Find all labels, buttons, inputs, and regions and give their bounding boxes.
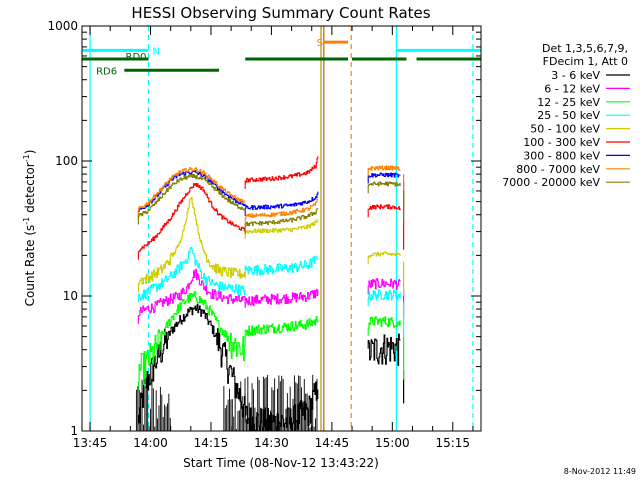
legend-label: 300 - 800 keV	[523, 149, 600, 162]
y-tick-label: 10	[63, 289, 78, 303]
legend-label: 3 - 6 keV	[551, 69, 600, 82]
x-tick-label: 14:00	[133, 436, 168, 450]
legend-label: 800 - 7000 keV	[516, 163, 600, 176]
plot-inner	[89, 26, 474, 431]
plot-area: N S RD0 RD6 13:45 14:00 14:15 14:30 14:45 15:00 15…	[47, 19, 482, 450]
state-label-s: S	[317, 38, 323, 49]
timestamp-label: 8-Nov-2012 11:49	[564, 467, 636, 476]
series-25-50-kev	[137, 246, 405, 337]
series-line-segment	[244, 288, 319, 308]
series-line-segment	[137, 246, 246, 303]
x-tick-label: 14:45	[315, 436, 350, 450]
series-line-segment	[244, 255, 319, 276]
state-label-rd0: RD0	[126, 52, 147, 63]
legend-header-line-2: FDecim 1, Att 0	[543, 55, 628, 68]
legend-label: 50 - 100 keV	[530, 123, 600, 136]
series-line-segment	[137, 182, 246, 260]
series-line-segment	[244, 218, 318, 239]
x-axis-label: Start Time (08-Nov-12 13:43:22)	[183, 456, 379, 470]
series-50-100-kev	[137, 196, 405, 296]
y-tick-label: 1	[70, 424, 78, 438]
x-tick-label: 14:15	[194, 436, 229, 450]
series-line-segment	[367, 316, 401, 337]
series-12-25-kev	[137, 290, 405, 391]
series-line-segment	[137, 167, 246, 217]
legend: Det 1,3,5,6,7,9, FDecim 1, Att 0 3 - 6 k…	[502, 42, 630, 189]
series-line-segment	[244, 191, 319, 216]
series-line-segment	[367, 165, 401, 177]
series-line-segment	[137, 174, 246, 225]
y-tick-label: 1000	[47, 19, 78, 33]
series-line-segment	[367, 333, 401, 366]
series-line-segment	[137, 290, 246, 391]
series-line-segment	[367, 289, 401, 307]
legend-label: 6 - 12 keV	[544, 82, 600, 95]
series-line-segment	[367, 172, 401, 184]
y-tick-label: 100	[55, 154, 78, 168]
series-line-segment	[137, 303, 246, 424]
legend-label: 25 - 50 keV	[537, 109, 600, 122]
legend-label: 7000 - 20000 keV	[502, 176, 600, 189]
legend-label: 12 - 25 keV	[537, 96, 600, 109]
series-line-segment	[367, 204, 401, 218]
series-7000-20000-kev	[137, 174, 405, 234]
series-line-segment	[137, 268, 246, 324]
low-count-noise	[135, 374, 318, 431]
y-axis-label: Count Rate (s-1 detector-1)	[22, 150, 37, 307]
plot-frame	[81, 25, 482, 432]
series-800-7000-kev	[137, 165, 405, 227]
series-line-segment	[244, 199, 319, 227]
series-line-segment	[137, 196, 246, 293]
chart-title: HESSI Observing Summary Count Rates	[131, 4, 430, 22]
x-tick-label: 15:15	[435, 436, 470, 450]
legend-header-line-1: Det 1,3,5,6,7,9,	[542, 42, 628, 55]
state-label-n: N	[153, 46, 160, 57]
x-tick-label: 15:00	[375, 436, 410, 450]
series-line-segment	[367, 278, 401, 295]
x-tick-label: 14:30	[254, 436, 289, 450]
legend-label: 100 - 300 keV	[523, 136, 600, 149]
series-line-segment	[244, 156, 319, 189]
series-line-segment	[367, 251, 401, 265]
series-line-segment	[244, 315, 319, 339]
state-label-rd6: RD6	[96, 66, 117, 77]
x-tick-label: 13:45	[73, 436, 108, 450]
series-line-segment	[244, 207, 319, 234]
series-line-segment	[367, 181, 401, 194]
